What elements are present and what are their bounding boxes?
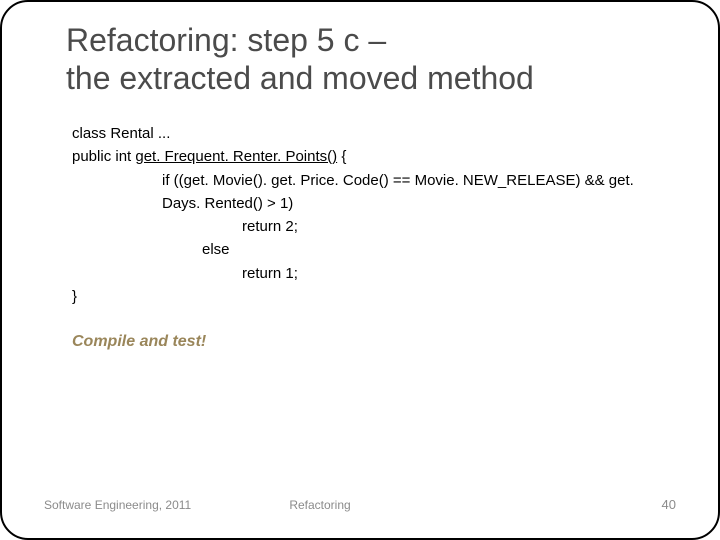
footer-page-number: 40 <box>662 497 676 512</box>
code-line-2-prefix: public int <box>72 148 135 165</box>
code-line-6: return 1; <box>72 262 662 285</box>
code-line-4: return 2; <box>72 215 662 238</box>
footer-center: Refactoring <box>2 498 718 512</box>
compile-note: Compile and test! <box>72 330 662 355</box>
slide-frame: Refactoring: step 5 c – the extracted an… <box>0 0 720 540</box>
code-line-7: } <box>72 285 662 308</box>
code-method-name: get. Frequent. Renter. Points() <box>135 148 337 165</box>
slide-title: Refactoring: step 5 c – the extracted an… <box>66 22 666 98</box>
slide-body: class Rental ... public int get. Frequen… <box>72 122 662 355</box>
code-line-1: class Rental ... <box>72 122 662 145</box>
code-line-3: if ((get. Movie(). get. Price. Code() ==… <box>72 169 662 216</box>
code-line-5: else <box>72 238 662 261</box>
code-line-2: public int get. Frequent. Renter. Points… <box>72 145 662 168</box>
title-line-1: Refactoring: step 5 c – <box>66 22 386 58</box>
footer-center-text: Refactoring <box>289 498 350 512</box>
title-line-2: the extracted and moved method <box>66 60 534 96</box>
code-line-2-suffix: { <box>337 148 346 165</box>
